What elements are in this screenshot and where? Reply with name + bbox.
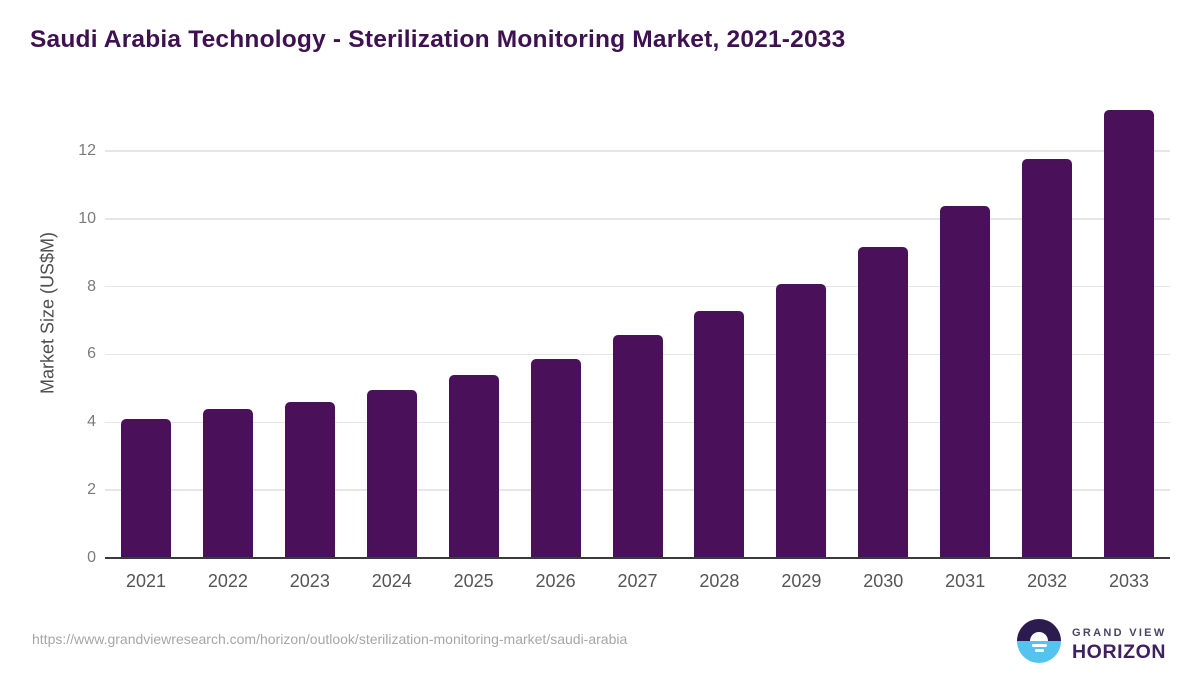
x-tick-label-2031: 2031 bbox=[945, 571, 986, 591]
gridline-8 bbox=[105, 285, 1170, 288]
y-tick-label-10: 10 bbox=[78, 209, 96, 227]
x-tick-label-2029: 2029 bbox=[781, 571, 822, 591]
y-tick-label-6: 6 bbox=[87, 345, 96, 363]
bar-2029 bbox=[776, 284, 827, 558]
logo-horizon-label: HORIZON bbox=[1072, 641, 1167, 663]
x-tick-label-2026: 2026 bbox=[535, 571, 576, 591]
x-axis-line bbox=[105, 557, 1170, 559]
y-tick-label-0: 0 bbox=[87, 549, 96, 566]
logo-grand-view-label: GRAND VIEW bbox=[1072, 627, 1167, 639]
bar-2033 bbox=[1104, 110, 1155, 558]
y-tick-label-8: 8 bbox=[87, 277, 96, 295]
gridline-10 bbox=[105, 218, 1170, 220]
x-tick-label-2023: 2023 bbox=[289, 571, 330, 591]
logo-reflection-line bbox=[1034, 649, 1044, 652]
bar-2026 bbox=[530, 358, 581, 558]
bar-2030 bbox=[858, 246, 909, 558]
x-tick-label-2024: 2024 bbox=[371, 571, 412, 591]
gridline-12 bbox=[105, 150, 1170, 152]
bar-2024 bbox=[366, 390, 417, 558]
x-tick-label-2021: 2021 bbox=[125, 571, 166, 591]
chart-title: Saudi Arabia Technology - Sterilization … bbox=[30, 26, 846, 53]
bar-2022 bbox=[202, 409, 253, 558]
logo-text-block: GRAND VIEW HORIZON bbox=[1072, 619, 1167, 664]
horizon-sun-icon bbox=[1017, 619, 1061, 663]
bar-2028 bbox=[694, 311, 745, 558]
logo-sea-half bbox=[1017, 641, 1061, 663]
x-tick-label-2025: 2025 bbox=[453, 571, 494, 591]
x-tick-label-2027: 2027 bbox=[617, 571, 658, 591]
bar-2025 bbox=[448, 375, 499, 558]
bar-2023 bbox=[284, 401, 335, 558]
y-tick-label-12: 12 bbox=[78, 141, 96, 159]
x-tick-label-2030: 2030 bbox=[863, 571, 904, 591]
bar-2031 bbox=[940, 205, 991, 558]
bar-2032 bbox=[1022, 159, 1073, 558]
bar-2021 bbox=[120, 419, 171, 558]
x-tick-label-2032: 2032 bbox=[1027, 571, 1068, 591]
y-tick-label-2: 2 bbox=[87, 481, 96, 499]
logo-sun-dome bbox=[1030, 632, 1048, 641]
x-tick-label-2028: 2028 bbox=[699, 571, 740, 591]
logo-sky-half bbox=[1017, 619, 1061, 641]
x-tick-label-2033: 2033 bbox=[1109, 571, 1150, 591]
brand-logo: GRAND VIEW HORIZON bbox=[1017, 619, 1167, 664]
bar-2027 bbox=[612, 335, 663, 558]
x-tick-label-2022: 2022 bbox=[207, 571, 248, 591]
source-url: https://www.grandviewresearch.com/horizo… bbox=[32, 631, 628, 647]
logo-reflection-line bbox=[1031, 644, 1047, 647]
y-tick-label-4: 4 bbox=[87, 413, 96, 431]
